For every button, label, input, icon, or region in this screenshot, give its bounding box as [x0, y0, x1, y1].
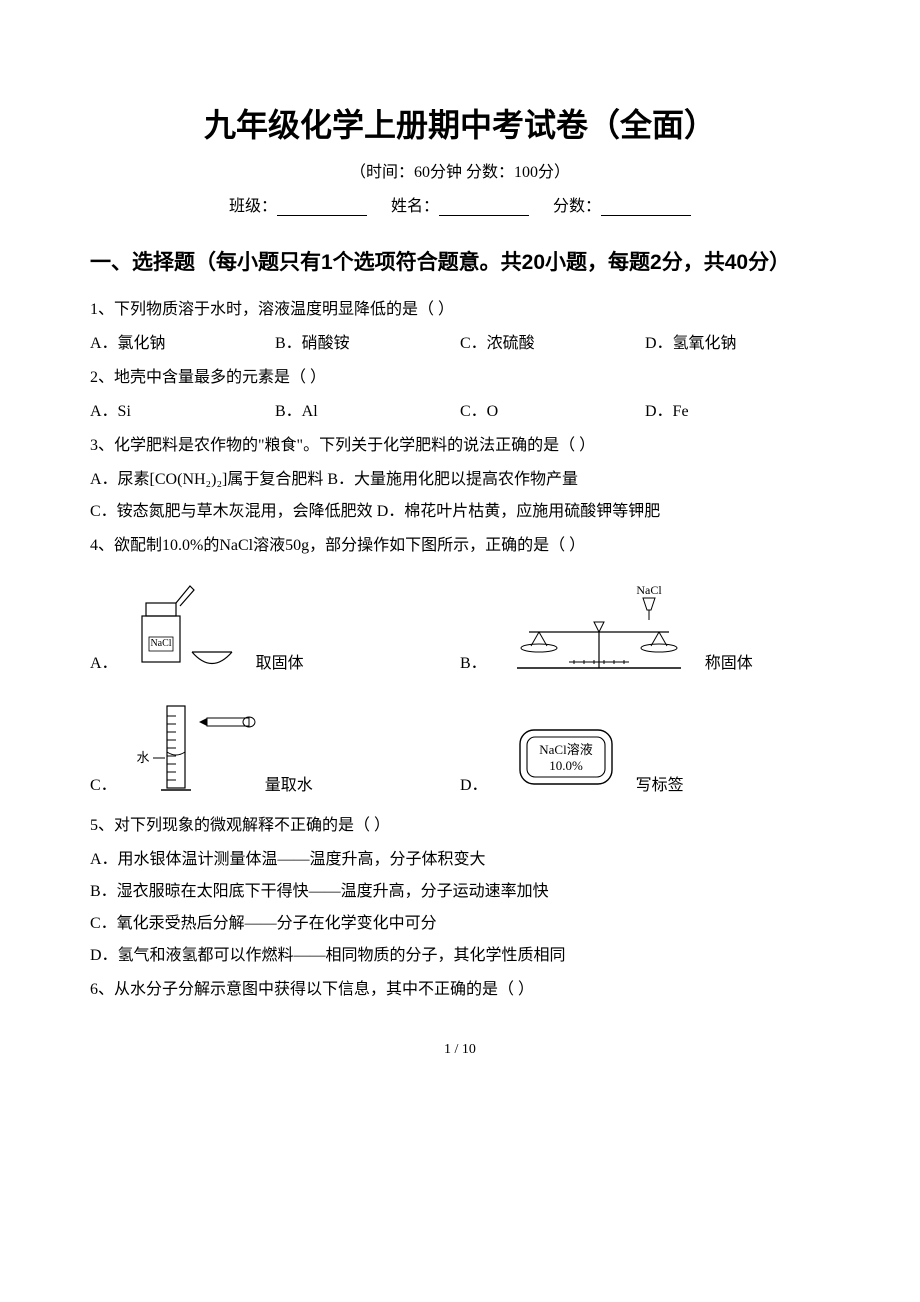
q4-d-text: 写标签	[636, 770, 684, 802]
question-2-options: A．Si B．Al C．O D．Fe	[90, 396, 830, 428]
q4-a-label: A．	[90, 648, 118, 680]
q1-option-d: D．氢氧化钠	[645, 328, 830, 360]
question-3-options: A．尿素[CO(NH₂)₂]属于复合肥料 B．大量施用化肥以提高农作物产量 C．…	[90, 464, 830, 528]
q1-option-c: C．浓硫酸	[460, 328, 645, 360]
question-4-options: A． NaCl 取固体 B． NaCl	[90, 564, 830, 808]
q4-d-figure: NaCl溶液 10.0%	[500, 712, 630, 802]
section-1-heading: 一、选择题（每小题只有1个选项符合题意。共20小题，每题2分，共40分）	[90, 240, 830, 286]
q3-option-b: B．大量施用化肥以提高农作物产量	[327, 464, 578, 496]
q4-a-text: 取固体	[256, 648, 304, 680]
name-blank	[439, 200, 529, 216]
q3-option-c: C．铵态氮肥与草木灰混用，会降低肥效	[90, 496, 373, 528]
q5-option-b: B．湿衣服晾在太阳底下干得快——温度升高，分子运动速率加快	[90, 876, 549, 908]
q4-option-d: D． NaCl溶液 10.0% 写标签	[460, 706, 830, 808]
q3-option-d: D．棉花叶片枯黄，应施用硫酸钾等钾肥	[377, 496, 661, 528]
q2-option-d: D．Fe	[645, 396, 830, 428]
q2-option-b: B．Al	[275, 396, 460, 428]
q4-d-label: D．	[460, 770, 488, 802]
class-blank	[277, 200, 367, 216]
question-1: 1、下列物质溶于水时，溶液温度明显降低的是（ ）	[90, 294, 830, 326]
question-1-options: A．氯化钠 B．硝酸铵 C．浓硫酸 D．氢氧化钠	[90, 328, 830, 360]
question-6: 6、从水分子分解示意图中获得以下信息，其中不正确的是（ ）	[90, 974, 830, 1006]
question-5: 5、对下列现象的微观解释不正确的是（ ）	[90, 810, 830, 842]
q5-option-c: C．氧化汞受热后分解——分子在化学变化中可分	[90, 908, 437, 940]
student-info-line: 班级： 姓名： 分数：	[90, 192, 830, 216]
q4-option-c: C． 水	[90, 686, 460, 808]
nacl-label: NaCl	[150, 638, 171, 649]
q4-b-text: 称固体	[705, 648, 753, 680]
water-label: 水	[136, 750, 149, 765]
question-5-options: A．用水银体温计测量体温——温度升高，分子体积变大 B．湿衣服晾在太阳底下干得快…	[90, 844, 830, 972]
q4-c-text: 量取水	[265, 770, 313, 802]
q1-option-a: A．氯化钠	[90, 328, 275, 360]
q4-b-figure: NaCl	[499, 580, 699, 680]
class-label: 班级：	[229, 198, 277, 215]
q4-a-figure: NaCl	[130, 570, 250, 680]
q2-option-a: A．Si	[90, 396, 275, 428]
question-3: 3、化学肥料是农作物的"粮食"。下列关于化学肥料的说法正确的是（ ）	[90, 430, 830, 462]
q4-c-figure: 水	[129, 692, 259, 802]
q4-c-label: C．	[90, 770, 117, 802]
q4-option-a: A． NaCl 取固体	[90, 564, 460, 686]
score-blank	[601, 200, 691, 216]
q4-b-label: B．	[460, 648, 487, 680]
bottle-label-1: NaCl溶液	[539, 742, 592, 757]
q5-option-d: D．氢气和液氢都可以作燃料——相同物质的分子，其化学性质相同	[90, 940, 566, 972]
name-label: 姓名：	[391, 198, 439, 215]
bottle-label-2: 10.0%	[549, 758, 583, 773]
q3-option-a: A．尿素[CO(NH₂)₂]属于复合肥料	[90, 464, 323, 496]
q4-option-b: B． NaCl	[460, 574, 830, 686]
exam-subtitle: （时间：60分钟 分数：100分）	[90, 158, 830, 182]
nacl-label2: NaCl	[636, 583, 662, 597]
question-2: 2、地壳中含量最多的元素是（ ）	[90, 362, 830, 394]
q1-option-b: B．硝酸铵	[275, 328, 460, 360]
question-4: 4、欲配制10.0%的NaCl溶液50g，部分操作如下图所示，正确的是（ ）	[90, 530, 830, 562]
q5-option-a: A．用水银体温计测量体温——温度升高，分子体积变大	[90, 844, 486, 876]
q2-option-c: C．O	[460, 396, 645, 428]
page-number: 1 / 10	[90, 1042, 830, 1058]
score-label: 分数：	[553, 198, 601, 215]
exam-title: 九年级化学上册期中考试卷（全面）	[90, 100, 830, 146]
